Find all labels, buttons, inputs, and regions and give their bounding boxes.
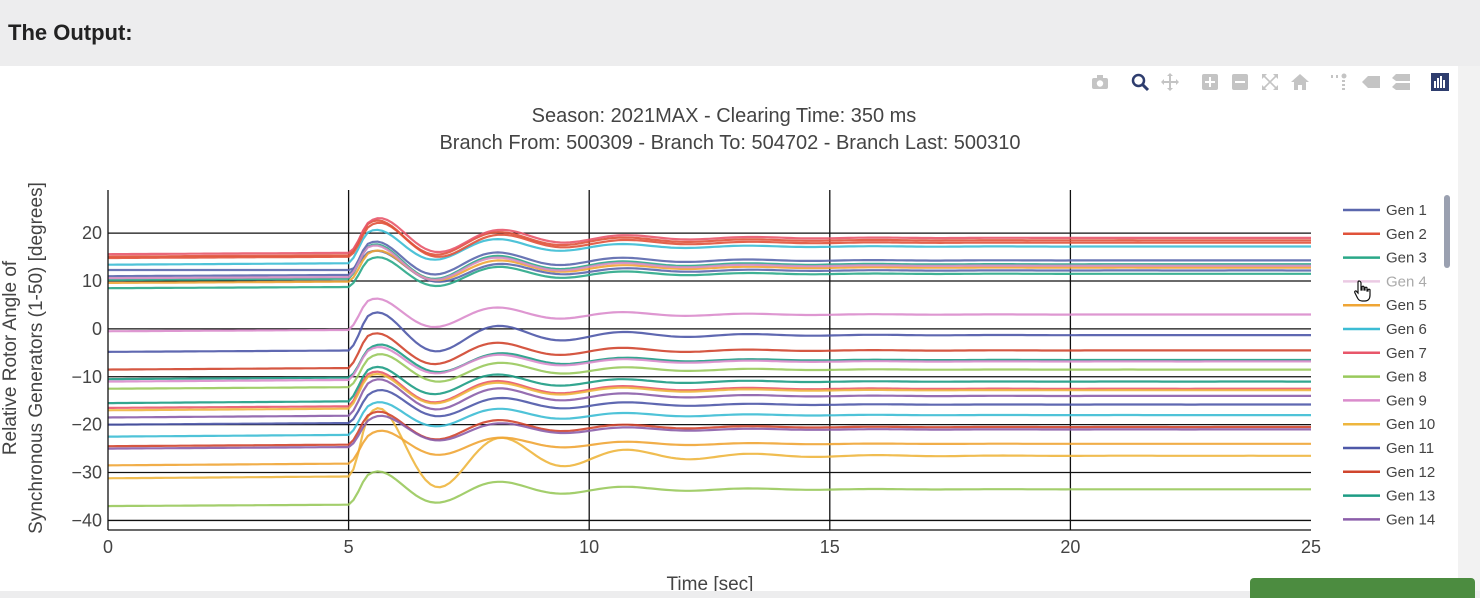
page-scrollbar-track[interactable] [1458, 66, 1480, 591]
series-line-gen-28[interactable] [108, 414, 1311, 450]
series-line-gen-2[interactable] [107, 219, 1311, 258]
series-line-gen-14[interactable] [107, 378, 1311, 419]
series-line-gen-10[interactable] [107, 407, 1311, 489]
home-icon[interactable] [1290, 72, 1310, 92]
chart-title: Season: 2021MAX - Clearing Time: 350 ms [532, 105, 917, 127]
series-line-gen-15[interactable] [108, 240, 1311, 278]
series-line-gen-3[interactable] [108, 243, 1311, 282]
x-tick-label: 15 [820, 537, 840, 557]
series-line-gen-26[interactable] [108, 410, 1311, 448]
series-line-gen-6[interactable] [108, 228, 1311, 266]
series-line-gen-17[interactable] [107, 256, 1311, 290]
x-axis-label: Time [sec] [667, 574, 754, 591]
x-tick-label: 0 [103, 537, 113, 557]
series-line-gen-23[interactable] [108, 345, 1311, 383]
legend: Gen 1 Gen 2 Gen 3 Gen 4 Gen 5 Gen 6 Gen 7 Gen 8… [1343, 202, 1435, 528]
legend-item-gen-2[interactable]: Gen 2 [1386, 226, 1427, 243]
y-tick-label: 20 [82, 223, 102, 243]
legend-item-gen-1[interactable]: Gen 1 [1386, 202, 1427, 219]
series-line-gen-27[interactable] [108, 365, 1311, 405]
zoom-out-icon[interactable] [1230, 72, 1250, 92]
y-axis-label-line1: Relative Rotor Angle of [0, 260, 21, 455]
series-line-gen-8[interactable] [107, 470, 1311, 508]
autoscale-icon[interactable] [1260, 72, 1280, 92]
series-line-gen-22[interactable] [108, 353, 1311, 390]
legend-item-gen-4[interactable]: Gen 4 [1386, 273, 1427, 290]
chart-subtitle: Branch From: 500309 - Branch To: 504702 … [439, 132, 1020, 154]
hover-compare-icon[interactable] [1391, 72, 1411, 92]
legend-item-gen-11[interactable]: Gen 11 [1386, 440, 1434, 457]
legend-item-gen-8[interactable]: Gen 8 [1386, 369, 1427, 386]
legend-item-gen-3[interactable]: Gen 3 [1386, 250, 1427, 267]
series-line-gen-7[interactable] [107, 217, 1311, 256]
series-line-gen-21[interactable] [108, 370, 1311, 409]
axes: 0 5 10 15 20 25 20 10 0 −10 −20 −30 −40 [71, 190, 1321, 557]
series-line-gen-12[interactable] [107, 332, 1311, 371]
y-tick-label: 0 [92, 319, 102, 339]
series-line-gen-20[interactable] [108, 401, 1311, 438]
pan-icon[interactable] [1160, 72, 1180, 92]
legend-item-gen-9[interactable]: Gen 9 [1386, 392, 1427, 409]
series-line-gen-25[interactable] [108, 388, 1311, 426]
camera-icon[interactable] [1090, 72, 1110, 92]
page-heading: The Output: [8, 20, 133, 45]
series-line-gen-13[interactable] [107, 343, 1311, 381]
zoom-in-icon[interactable] [1200, 72, 1220, 92]
legend-item-gen-12[interactable]: Gen 12 [1386, 464, 1435, 481]
action-button[interactable] [1250, 578, 1475, 598]
legend-item-gen-14[interactable]: Gen 14 [1386, 511, 1435, 528]
series-line-gen-9[interactable] [107, 297, 1311, 333]
y-tick-label: −30 [71, 463, 102, 483]
legend-scrollbar[interactable] [1444, 195, 1450, 268]
x-tick-label: 25 [1301, 537, 1321, 557]
spike-lines-icon[interactable] [1328, 72, 1348, 92]
zoom-icon[interactable] [1130, 72, 1150, 92]
x-tick-label: 10 [579, 537, 599, 557]
legend-item-gen-13[interactable]: Gen 13 [1386, 488, 1435, 505]
series-line-gen-18[interactable] [108, 244, 1311, 282]
hand-cursor-icon [1354, 280, 1371, 302]
series-lines [107, 217, 1311, 508]
hover-closest-icon[interactable] [1361, 72, 1381, 92]
plotly-logo-icon[interactable] [1430, 72, 1450, 92]
y-tick-label: −40 [71, 510, 102, 530]
series-line-gen-11[interactable] [107, 311, 1311, 353]
series-line-gen-24[interactable] [107, 372, 1311, 412]
series-line-gen-5[interactable] [108, 249, 1311, 284]
y-axis-label-line2: Synchronous Generators (1-50) [degrees] [26, 182, 47, 534]
legend-item-gen-10[interactable]: Gen 10 [1386, 416, 1435, 433]
y-tick-label: −10 [71, 367, 102, 387]
legend-item-gen-5[interactable]: Gen 5 [1386, 297, 1427, 314]
x-tick-label: 5 [344, 537, 354, 557]
x-tick-label: 20 [1060, 537, 1080, 557]
series-line-gen-19[interactable] [107, 429, 1311, 467]
y-tick-label: −20 [71, 415, 102, 435]
series-line-gen-16[interactable] [108, 221, 1311, 260]
legend-item-gen-7[interactable]: Gen 7 [1386, 345, 1427, 362]
legend-item-gen-6[interactable]: Gen 6 [1386, 321, 1427, 338]
y-tick-label: 10 [82, 271, 102, 291]
series-line-gen-1[interactable] [108, 249, 1311, 283]
